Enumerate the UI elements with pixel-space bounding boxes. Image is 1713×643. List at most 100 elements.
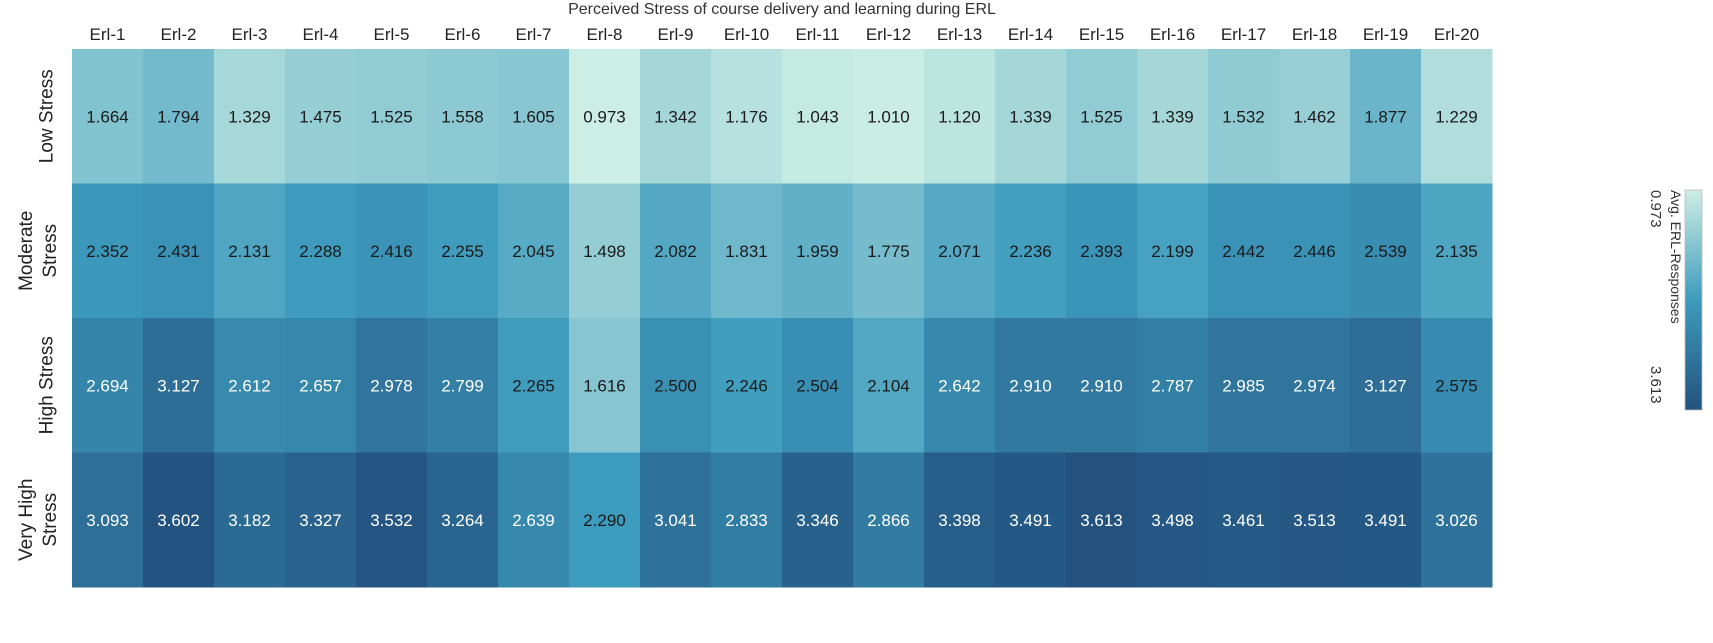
cell-value-label: 1.794 (157, 107, 200, 126)
heatmap-cell (356, 183, 428, 319)
cell-value-label: 2.290 (583, 511, 626, 530)
cell-value-label: 3.491 (1009, 511, 1052, 530)
cell-value-label: 2.985 (1222, 376, 1265, 395)
heatmap-cell (214, 183, 286, 319)
heatmap-cell (498, 183, 570, 319)
heatmap-cell (214, 49, 286, 184)
heatmap-cell (782, 452, 854, 588)
cell-value-label: 1.475 (299, 107, 342, 126)
cell-value-label: 2.236 (1009, 242, 1052, 261)
cell-value-label: 2.500 (654, 376, 697, 395)
cell-value-label: 1.532 (1222, 107, 1265, 126)
cell-value-label: 2.255 (441, 242, 484, 261)
heatmap-cell (995, 49, 1067, 184)
heatmap-cell (214, 318, 286, 453)
heatmap-cell (569, 183, 641, 319)
cell-value-label: 2.288 (299, 242, 342, 261)
heatmap-cells: 1.664 1.794 1.329 1.475 1.525 1.558 1.605 0.973… (72, 49, 1493, 588)
column-label: Erl-1 (90, 25, 126, 44)
heatmap-cell (427, 183, 499, 319)
cell-value-label: 2.787 (1151, 376, 1194, 395)
cell-value-label: 3.491 (1364, 511, 1407, 530)
heatmap-cell (143, 318, 215, 453)
column-label: Erl-19 (1363, 25, 1408, 44)
cell-value-label: 1.831 (725, 242, 768, 261)
heatmap-cell (143, 452, 215, 588)
cell-value-label: 1.558 (441, 107, 484, 126)
heatmap-cell (569, 49, 641, 184)
heatmap-cell (285, 49, 357, 184)
heatmap-cell (569, 318, 641, 453)
cell-value-label: 2.657 (299, 376, 342, 395)
cell-value-label: 1.877 (1364, 107, 1407, 126)
heatmap-cell (498, 452, 570, 588)
heatmap-cell (1421, 318, 1493, 453)
cell-value-label: 2.639 (512, 511, 555, 530)
cell-value-label: 3.498 (1151, 511, 1194, 530)
cell-value-label: 2.978 (370, 376, 413, 395)
cell-value-label: 2.393 (1080, 242, 1123, 261)
cell-value-label: 1.959 (796, 242, 839, 261)
cell-value-label: 2.833 (725, 511, 768, 530)
row-label: High Stress (37, 336, 58, 434)
heatmap-cell (427, 49, 499, 184)
heatmap-cell (1066, 452, 1138, 588)
heatmap-cell (1350, 452, 1422, 588)
heatmap-cell (782, 183, 854, 319)
heatmap-cell (498, 49, 570, 184)
heatmap-cell (72, 49, 144, 184)
heatmap-cell (214, 452, 286, 588)
row-label: Low Stress (37, 69, 58, 163)
heatmap-cell (285, 183, 357, 319)
row-labels: Low Stress Moderate Stress High Stress Very … (16, 69, 61, 561)
heatmap-cell (1350, 183, 1422, 319)
cell-value-label: 2.575 (1435, 376, 1478, 395)
heatmap-cell (711, 49, 783, 184)
cell-value-label: 2.504 (796, 376, 839, 395)
heatmap-cell (143, 183, 215, 319)
heatmap-cell (1137, 318, 1209, 453)
heatmap-cell (1279, 183, 1351, 319)
heatmap-cell (285, 452, 357, 588)
legend-min-label: 0.973 (1647, 190, 1664, 228)
cell-value-label: 1.010 (867, 107, 910, 126)
column-label: Erl-10 (724, 25, 769, 44)
column-label: Erl-6 (445, 25, 481, 44)
chart-title: Perceived Stress of course delivery and … (568, 1, 996, 18)
heatmap-cell (72, 318, 144, 453)
heatmap-cell (995, 183, 1067, 319)
cell-value-label: 3.093 (86, 511, 129, 530)
heatmap-cell (143, 49, 215, 184)
cell-value-label: 1.043 (796, 107, 839, 126)
heatmap-cell (640, 452, 712, 588)
cell-value-label: 3.264 (441, 511, 484, 530)
cell-value-label: 2.799 (441, 376, 484, 395)
cell-value-label: 1.616 (583, 376, 626, 395)
cell-value-label: 1.339 (1151, 107, 1194, 126)
cell-value-label: 3.602 (157, 511, 200, 530)
cell-value-label: 3.182 (228, 511, 271, 530)
cell-value-label: 1.176 (725, 107, 768, 126)
column-label: Erl-8 (587, 25, 623, 44)
heatmap-cell (924, 49, 996, 184)
cell-value-label: 1.525 (1080, 107, 1123, 126)
cell-value-label: 2.539 (1364, 242, 1407, 261)
cell-value-label: 1.525 (370, 107, 413, 126)
heatmap-cell (356, 452, 428, 588)
cell-value-label: 3.127 (157, 376, 200, 395)
cell-value-label: 3.026 (1435, 511, 1478, 530)
heatmap-cell (569, 452, 641, 588)
column-label: Erl-11 (795, 25, 839, 44)
cell-value-label: 2.104 (867, 376, 910, 395)
column-label: Erl-7 (516, 25, 552, 44)
heatmap-cell (711, 318, 783, 453)
cell-value-label: 3.398 (938, 511, 981, 530)
heatmap-cell (72, 183, 144, 319)
heatmap-cell (782, 318, 854, 453)
column-label: Erl-18 (1292, 25, 1337, 44)
cell-value-label: 2.199 (1151, 242, 1194, 261)
heatmap-cell (1137, 49, 1209, 184)
heatmap-cell (711, 183, 783, 319)
cell-value-label: 3.513 (1293, 511, 1336, 530)
